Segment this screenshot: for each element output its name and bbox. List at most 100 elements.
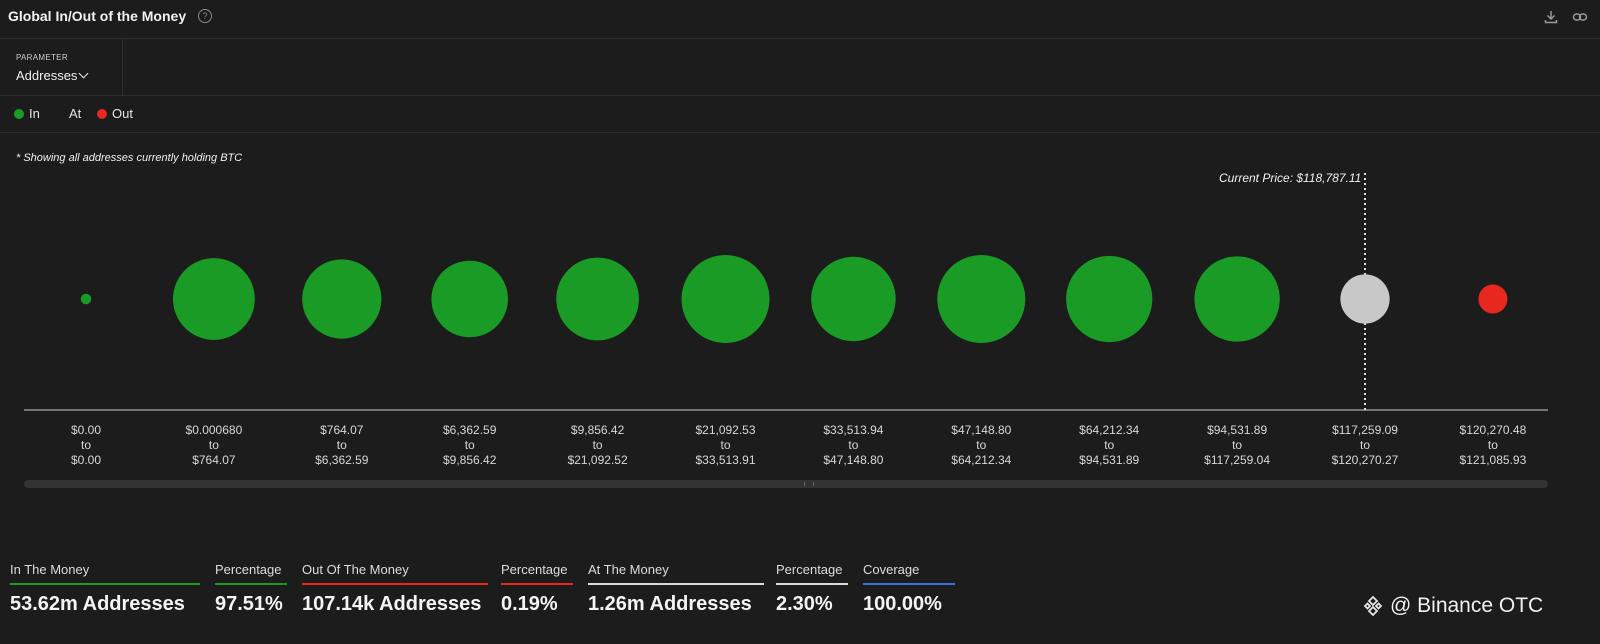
stat-label: Percentage — [501, 562, 568, 577]
bubble-chart: Current Price: $118,787.11$0.00to$0.00$0… — [24, 171, 1548, 467]
stat-2: Out Of The Money 107.14k Addresses — [302, 562, 488, 616]
bubble-in — [681, 255, 770, 343]
chevron-down-icon — [78, 68, 89, 79]
bin-separator: to — [465, 438, 475, 452]
bin-separator: to — [81, 438, 91, 452]
stat-underline — [302, 583, 488, 585]
stat-value: 53.62m Addresses — [10, 593, 185, 615]
parameter-dropdown[interactable]: Addresses — [16, 68, 89, 83]
bin-separator: to — [209, 438, 219, 452]
bin-to-label: $94,531.89 — [1079, 453, 1139, 467]
brand-watermark: @ Binance OTC — [1362, 592, 1543, 620]
stat-4: At The Money 1.26m Addresses — [588, 562, 764, 616]
legend-label-at: At — [69, 106, 82, 121]
bin-to-label: $64,212.34 — [951, 453, 1011, 467]
legend-item-in[interactable]: In — [14, 106, 40, 121]
bin-to-label: $33,513.91 — [695, 453, 755, 467]
bubble-in — [302, 259, 382, 339]
bin-to-label: $21,092.52 — [568, 453, 628, 467]
bin-separator: to — [848, 438, 858, 452]
bin-from-label: $47,148.80 — [951, 423, 1011, 437]
bin-separator: to — [593, 438, 603, 452]
bubble-in — [937, 255, 1026, 343]
help-icon[interactable]: ? — [198, 9, 212, 23]
scroll-grip[interactable] — [804, 482, 814, 486]
bubble-in — [1194, 256, 1280, 342]
stat-value: 1.26m Addresses — [588, 593, 752, 615]
bin-from-label: $764.07 — [320, 423, 364, 437]
stat-0: In The Money 53.62m Addresses — [10, 562, 200, 616]
stat-underline — [863, 583, 955, 585]
bin-from-label: $6,362.59 — [443, 423, 497, 437]
bin-to-label: $117,259.04 — [1204, 453, 1270, 467]
download-icon[interactable] — [1543, 9, 1559, 25]
bin-to-label: $0.00 — [71, 453, 101, 467]
bin-from-label: $64,212.34 — [1079, 423, 1139, 437]
stat-underline — [588, 583, 764, 585]
bin-separator: to — [1104, 438, 1114, 452]
stat-underline — [501, 583, 573, 585]
bubble-in — [1066, 255, 1153, 343]
parameter-row: PARAMETER Addresses — [0, 39, 1600, 96]
bubble-in — [556, 257, 639, 341]
bin-to-label: $6,362.59 — [315, 453, 369, 467]
bin-from-label: $0.000680 — [186, 423, 243, 437]
bin-separator: to — [1488, 438, 1498, 452]
legend-item-out[interactable]: Out — [97, 106, 133, 121]
bin-separator: to — [337, 438, 347, 452]
stat-1: Percentage 97.51% — [215, 562, 287, 616]
header: Global In/Out of the Money ? — [0, 0, 1600, 39]
bin-to-label: $9,856.42 — [443, 453, 497, 467]
parameter-selector[interactable]: PARAMETER Addresses — [0, 39, 123, 95]
stat-5: Percentage 2.30% — [776, 562, 848, 616]
brand-text: @ Binance OTC — [1390, 594, 1544, 617]
stat-label: In The Money — [10, 562, 90, 577]
bin-from-label: $117,259.09 — [1332, 423, 1398, 437]
chart-scrollbar[interactable] — [24, 480, 1548, 488]
bubble-in — [80, 293, 92, 305]
binance-logo-icon — [1363, 595, 1383, 617]
parameter-label: PARAMETER — [16, 53, 68, 62]
bubble-at — [1340, 274, 1390, 324]
bin-to-label: $47,148.80 — [823, 453, 883, 467]
bin-from-label: $9,856.42 — [571, 423, 625, 437]
legend-item-at[interactable]: At — [69, 106, 81, 121]
bin-to-label: $120,270.27 — [1332, 453, 1399, 467]
bin-from-label: $21,092.53 — [695, 423, 755, 437]
chart-note: * Showing all addresses currently holdin… — [16, 152, 243, 164]
stat-underline — [215, 583, 287, 585]
bubble-in — [172, 258, 255, 340]
bubble-in — [811, 256, 896, 342]
page-title: Global In/Out of the Money — [8, 8, 187, 24]
bin-from-label: $0.00 — [71, 423, 101, 437]
stat-value: 97.51% — [215, 593, 283, 615]
stat-value: 100.00% — [863, 593, 942, 615]
stat-label: Out Of The Money — [302, 562, 409, 577]
in-dot-icon — [14, 109, 24, 119]
stat-6: Coverage 100.00% — [863, 562, 955, 616]
bin-to-label: $121,085.93 — [1460, 453, 1527, 467]
bubble-in — [431, 260, 508, 338]
bin-from-label: $33,513.94 — [823, 423, 883, 437]
stat-label: At The Money — [588, 562, 669, 577]
bin-separator: to — [976, 438, 986, 452]
stat-label: Coverage — [863, 562, 920, 577]
link-icon[interactable] — [1572, 9, 1588, 25]
out-dot-icon — [97, 109, 107, 119]
bin-separator: to — [1360, 438, 1370, 452]
stat-underline — [10, 583, 200, 585]
stat-label: Percentage — [215, 562, 282, 577]
bin-from-label: $120,270.48 — [1460, 423, 1527, 437]
bin-to-label: $764.07 — [192, 453, 236, 467]
stat-value: 0.19% — [501, 593, 558, 615]
stat-underline — [776, 583, 848, 585]
stat-value: 107.14k Addresses — [302, 593, 482, 615]
bin-separator: to — [1232, 438, 1242, 452]
stat-label: Percentage — [776, 562, 843, 577]
legend-label-out: Out — [112, 106, 133, 121]
stat-3: Percentage 0.19% — [501, 562, 573, 616]
legend-label-in: In — [29, 106, 40, 121]
bin-separator: to — [720, 438, 730, 452]
bin-from-label: $94,531.89 — [1207, 423, 1267, 437]
legend: In At Out — [0, 96, 1600, 133]
